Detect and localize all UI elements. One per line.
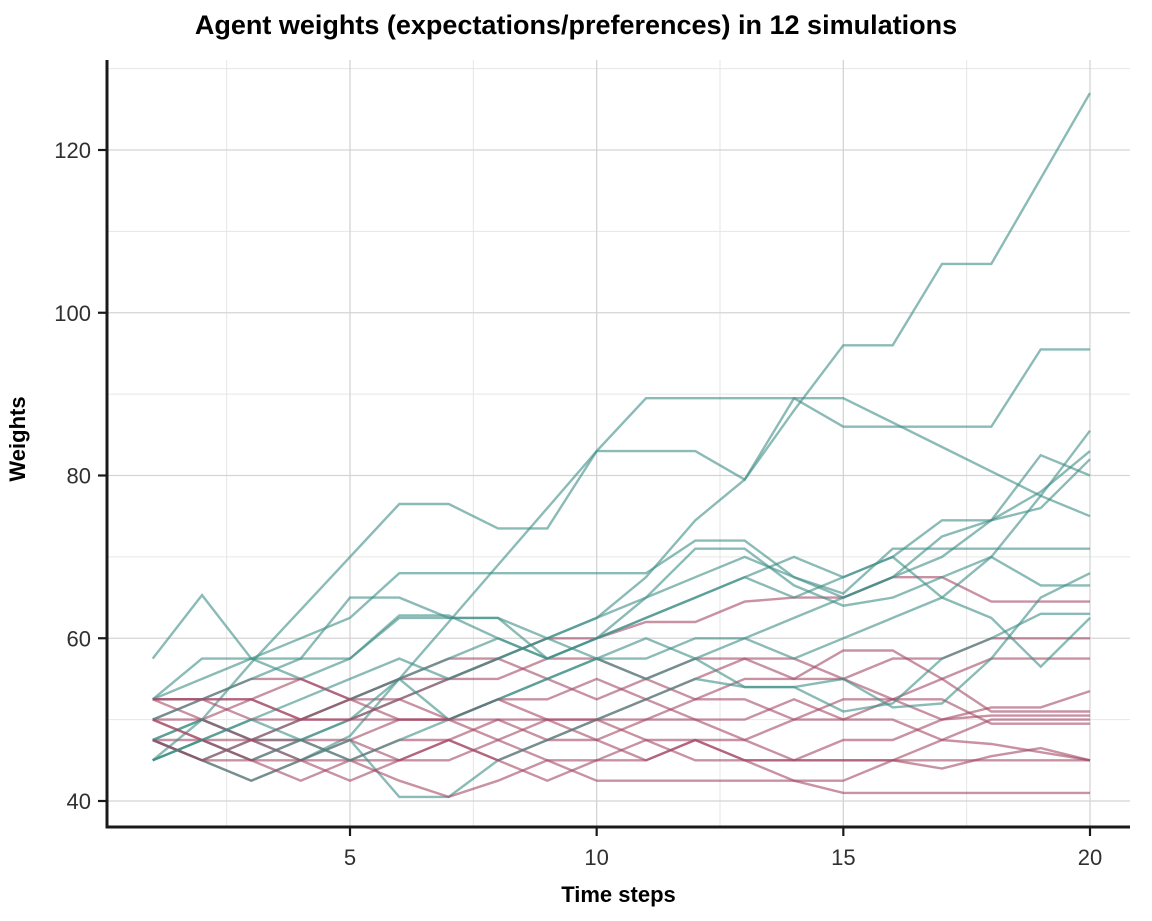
- x-axis-title: Time steps: [561, 882, 676, 907]
- y-tick-label: 80: [67, 464, 91, 489]
- series-line-sim12-preferences: [152, 698, 1090, 762]
- series-line-sim9-expectations: [152, 547, 1090, 721]
- chart-title: Agent weights (expectations/preferences)…: [194, 10, 958, 40]
- x-tick-label: 20: [1078, 845, 1102, 870]
- series-line-sim11-expectations: [151, 596, 1091, 701]
- series-line-sim5-preferences: [152, 677, 1090, 762]
- series-line-sim8-preferences: [152, 657, 1090, 742]
- x-tick-label: 10: [584, 845, 608, 870]
- series-line-sim10-expectations: [152, 612, 1090, 799]
- x-tick-label: 5: [344, 845, 356, 870]
- series-line-sim1-expectations: [152, 348, 1090, 762]
- y-tick-label: 40: [67, 789, 91, 814]
- series-line-sim11-preferences: [152, 738, 1090, 799]
- series-line-sim12-expectations: [152, 572, 1091, 762]
- series-line-sim6-expectations: [151, 397, 1091, 762]
- x-tick-label: 15: [831, 845, 855, 870]
- y-tick-label: 120: [54, 138, 91, 163]
- series-line-sim7-expectations: [152, 453, 1091, 762]
- y-tick-label: 60: [67, 626, 91, 651]
- y-tick-label: 100: [54, 301, 91, 326]
- series-line-sim8-expectations: [151, 539, 1090, 661]
- series-line-sim4-expectations: [152, 450, 1091, 762]
- series-line-sim10-preferences: [152, 718, 1091, 782]
